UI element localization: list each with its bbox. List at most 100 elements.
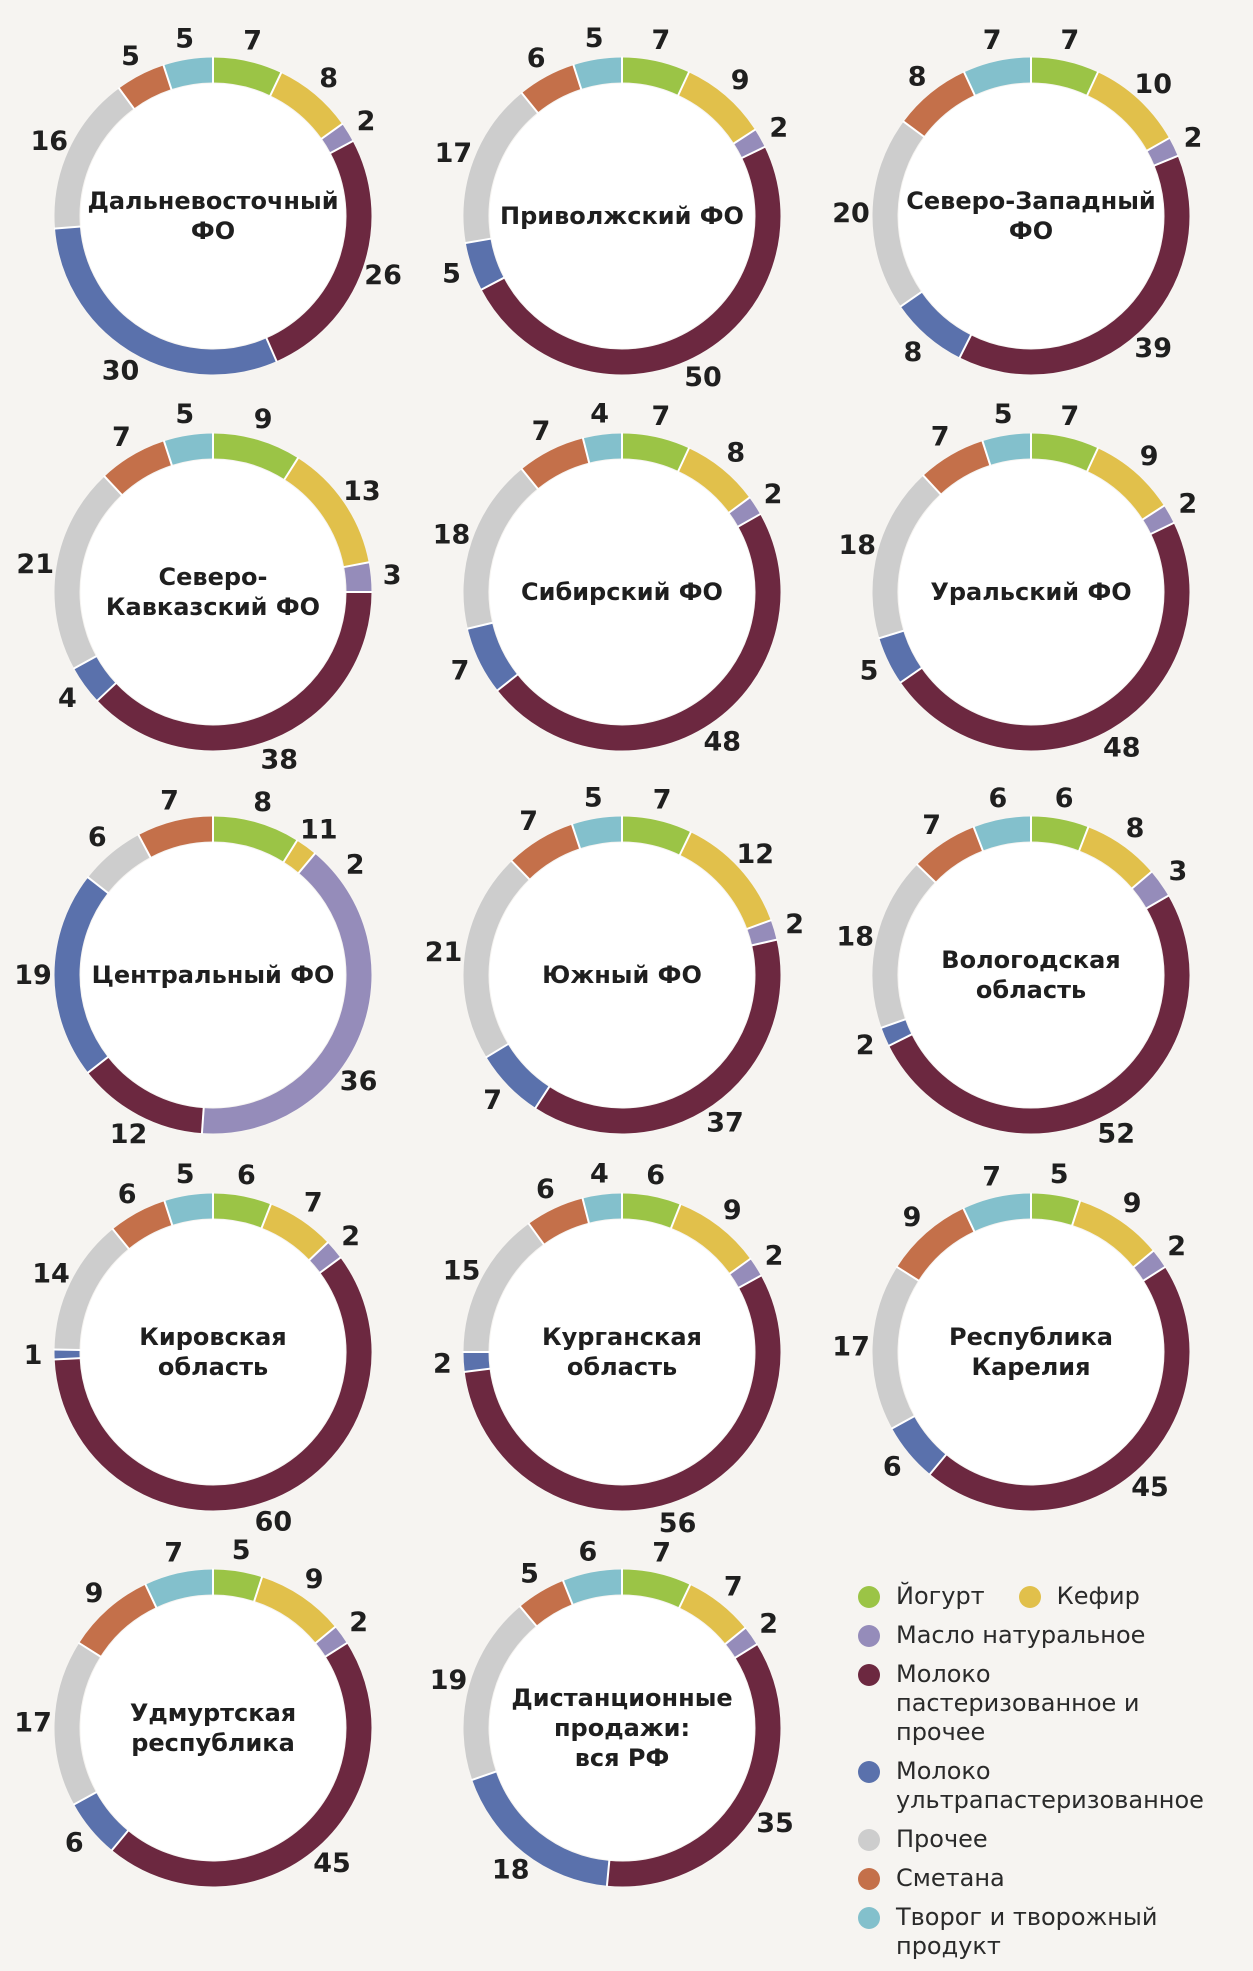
- slice-value-label: 17: [435, 138, 473, 169]
- donut-title: Северо-: [159, 563, 268, 591]
- slice-cottage: [576, 829, 622, 836]
- slice-value-label: 30: [102, 355, 140, 386]
- legend-item-other: Прочее: [858, 1825, 1253, 1854]
- slice-yogurt: [622, 1206, 676, 1216]
- slice-value-label: 8: [1126, 813, 1145, 844]
- slice-cottage: [151, 1582, 213, 1596]
- legend-item-milk-uht: Молоко ультрапастеризованное: [858, 1757, 1253, 1815]
- slice-yogurt: [213, 70, 276, 84]
- slice-separator: [54, 1358, 81, 1359]
- slice-value-label: 19: [14, 960, 52, 991]
- slice-cottage: [586, 1206, 622, 1211]
- slice-value-label: 7: [724, 1572, 743, 1603]
- legend-label-yogurt: Йогурт: [896, 1582, 985, 1611]
- slice-value-label: 5: [232, 1535, 251, 1566]
- legend-swatch-cottage: [858, 1907, 880, 1929]
- slice-value-label: 9: [1140, 441, 1159, 472]
- slice-value-label: 3: [383, 560, 402, 591]
- donut-title: продажи:: [554, 1714, 690, 1742]
- legend-label-other: Прочее: [896, 1825, 1196, 1854]
- slice-value-label: 9: [731, 65, 750, 96]
- slice-value-label: 38: [261, 744, 299, 775]
- slice-value-label: 2: [765, 1241, 784, 1272]
- slice-value-label: 6: [646, 1160, 665, 1191]
- slice-value-label: 18: [836, 922, 874, 953]
- slice-value-label: 39: [1134, 333, 1172, 364]
- slice-value-label: 9: [723, 1195, 742, 1226]
- slice-value-label: 21: [425, 937, 463, 968]
- slice-cottage: [577, 70, 622, 77]
- slice-value-label: 5: [584, 782, 603, 813]
- slice-value-label: 7: [483, 1085, 502, 1116]
- legend-row-1: Йогурт Кефир: [858, 1582, 1253, 1611]
- slice-value-label: 56: [659, 1508, 697, 1539]
- slice-yogurt: [622, 446, 684, 460]
- slice-butter: [759, 925, 764, 943]
- donut-title: ФО: [191, 217, 235, 245]
- legend-label-kefir: Кефир: [1057, 1582, 1140, 1611]
- slice-value-label: 11: [300, 814, 338, 845]
- slice-butter: [319, 1251, 331, 1265]
- slice-value-label: 5: [175, 399, 194, 430]
- slice-value-label: 6: [579, 1536, 598, 1567]
- slice-cottage: [586, 446, 622, 451]
- slice-value-label: 9: [903, 1202, 922, 1233]
- slice-value-label: 2: [357, 106, 376, 137]
- slice-value-label: 36: [340, 1066, 378, 1097]
- slice-value-label: 5: [442, 259, 461, 290]
- donut-title: Удмуртская: [130, 1699, 296, 1727]
- slice-value-label: 5: [994, 399, 1013, 430]
- slice-value-label: 48: [1103, 732, 1141, 763]
- slice-milk-uht: [893, 1024, 900, 1041]
- slice-value-label: 2: [1184, 123, 1203, 154]
- slice-value-label: 2: [433, 1348, 452, 1379]
- slice-value-label: 37: [706, 1108, 744, 1139]
- donut-title: республика: [131, 1729, 295, 1757]
- slice-value-label: 18: [433, 519, 471, 550]
- donut-center: [81, 84, 346, 349]
- slice-value-label: 45: [313, 1848, 351, 1879]
- slice-value-label: 5: [1050, 1159, 1069, 1190]
- slice-value-label: 17: [832, 1331, 870, 1362]
- slice-value-label: 10: [1134, 69, 1172, 100]
- slice-value-label: 6: [883, 1452, 902, 1483]
- slice-value-label: 9: [85, 1578, 104, 1609]
- slice-value-label: 52: [1097, 1119, 1135, 1150]
- legend-swatch-butter: [858, 1625, 880, 1647]
- slice-value-label: 5: [176, 1159, 195, 1190]
- donut-title: Центральный ФО: [92, 961, 335, 989]
- donut-title: Северо-Западный: [906, 187, 1156, 215]
- legend-item-yogurt: Йогурт: [858, 1582, 985, 1611]
- slice-value-label: 7: [112, 422, 131, 453]
- slice-value-label: 35: [756, 1808, 794, 1839]
- donut-title: Дистанционные: [511, 1684, 732, 1712]
- slice-yogurt: [1031, 1206, 1076, 1213]
- slice-value-label: 2: [341, 1221, 360, 1252]
- slice-value-label: 7: [160, 785, 179, 816]
- slice-value-label: 9: [305, 1564, 324, 1595]
- slice-value-label: 60: [255, 1507, 293, 1538]
- slice-butter: [740, 1266, 750, 1281]
- slice-value-label: 7: [983, 25, 1002, 56]
- slice-value-label: 5: [121, 41, 140, 72]
- slice-value-label: 7: [652, 401, 671, 432]
- slice-cottage: [568, 1582, 622, 1592]
- slice-cottage: [978, 829, 1031, 839]
- legend-swatch-kefir: [1019, 1586, 1041, 1608]
- slice-value-label: 12: [737, 839, 775, 870]
- slice-yogurt: [1031, 70, 1093, 84]
- slice-value-label: 3: [1169, 856, 1188, 887]
- slice-value-label: 6: [88, 822, 107, 853]
- slice-value-label: 26: [364, 260, 402, 291]
- slice-value-label: 5: [585, 23, 604, 54]
- legend-item-milk-past: Молоко пастеризованное и прочее: [858, 1660, 1253, 1747]
- slice-value-label: 6: [527, 43, 546, 74]
- slice-value-label: 5: [860, 656, 879, 687]
